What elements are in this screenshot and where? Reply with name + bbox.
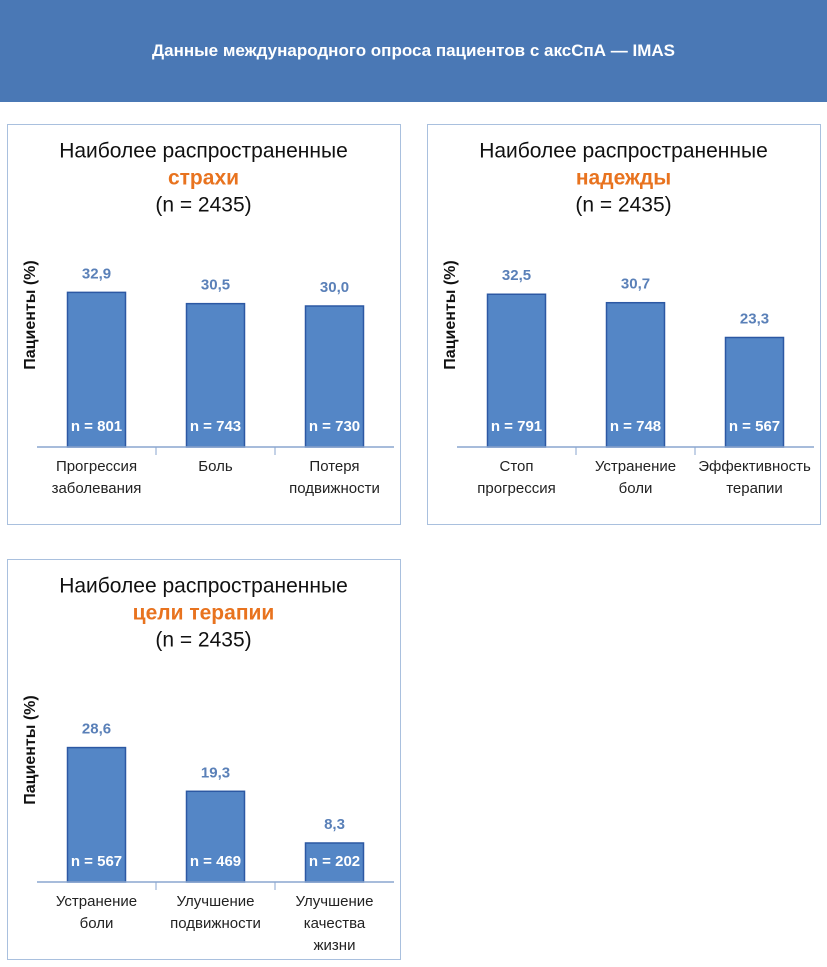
y-axis-label: Пациенты (%) — [22, 695, 39, 804]
panel-border — [7, 559, 401, 960]
chart-panel: Наиболее распространенные цели терапии (n … — [7, 559, 401, 960]
x-tick-label: Устранение — [56, 893, 137, 910]
x-tick-label: боли — [80, 915, 114, 932]
x-tick-label: жизни — [314, 937, 356, 954]
n-label: n = 730 — [309, 418, 360, 435]
x-tick-label: Прогрессия — [56, 458, 137, 475]
chart-subtitle: (n = 2435) — [155, 629, 251, 652]
value-label: 30,5 — [201, 277, 230, 294]
chart-title: Наиболее распространенные — [479, 140, 768, 163]
value-label: 23,3 — [740, 310, 769, 327]
value-label: 30,7 — [621, 276, 650, 293]
value-label: 32,5 — [502, 267, 531, 284]
n-label: n = 567 — [729, 418, 780, 435]
n-label: n = 743 — [190, 418, 241, 435]
value-label: 19,3 — [201, 764, 230, 781]
y-axis-label: Пациенты (%) — [22, 260, 39, 369]
n-label: n = 791 — [491, 418, 542, 435]
x-tick-label: Улучшение — [177, 893, 255, 910]
x-tick-label: Улучшение — [296, 893, 374, 910]
bar — [185, 790, 246, 883]
chart-subtitle: (n = 2435) — [575, 194, 671, 217]
value-label: 8,3 — [324, 816, 345, 833]
bar — [185, 302, 246, 448]
chart-panel: Наиболее распространенные страхи (n = 2435… — [7, 124, 401, 525]
n-label: n = 801 — [71, 418, 122, 435]
header-title: Данные международного опроса пациентов с… — [0, 0, 827, 102]
x-tick-label: Стоп — [500, 458, 534, 475]
x-tick-label: терапии — [726, 480, 783, 497]
n-label: n = 469 — [190, 853, 241, 870]
bar — [724, 336, 785, 448]
x-tick-label: прогрессия — [477, 480, 555, 497]
chart-subtitle: (n = 2435) — [155, 194, 251, 217]
x-tick-label: боли — [619, 480, 653, 497]
chart-title: Наиболее распространенные — [59, 575, 348, 598]
x-tick-label: Устранение — [595, 458, 676, 475]
bar — [304, 305, 365, 448]
bar — [605, 301, 666, 448]
n-label: n = 567 — [71, 853, 122, 870]
n-label: n = 748 — [610, 418, 661, 435]
value-label: 32,9 — [82, 265, 111, 282]
bar — [304, 842, 365, 883]
value-label: 28,6 — [82, 721, 111, 738]
value-label: 30,0 — [320, 279, 349, 296]
chart-title-highlight: страхи — [168, 167, 239, 190]
panel-border — [427, 124, 821, 525]
x-tick-label: качества — [304, 915, 366, 932]
chart-title: Наиболее распространенные — [59, 140, 348, 163]
x-tick-label: подвижности — [289, 480, 380, 497]
n-label: n = 202 — [309, 853, 360, 870]
panel-border — [7, 124, 401, 525]
y-axis-label: Пациенты (%) — [442, 260, 459, 369]
x-tick-label: заболевания — [52, 480, 142, 497]
x-tick-label: Боль — [198, 458, 233, 475]
chart-panel: Наиболее распространенные надежды (n = 243… — [427, 124, 821, 525]
chart-title-highlight: цели терапии — [133, 602, 275, 625]
x-tick-label: Потеря — [309, 458, 359, 475]
x-tick-label: подвижности — [170, 915, 261, 932]
chart-title-highlight: надежды — [576, 167, 671, 190]
x-tick-label: Эффективность — [698, 458, 811, 475]
bar — [486, 293, 547, 448]
